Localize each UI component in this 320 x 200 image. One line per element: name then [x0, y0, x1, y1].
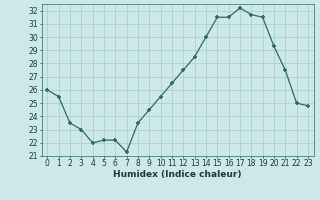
X-axis label: Humidex (Indice chaleur): Humidex (Indice chaleur): [113, 170, 242, 179]
